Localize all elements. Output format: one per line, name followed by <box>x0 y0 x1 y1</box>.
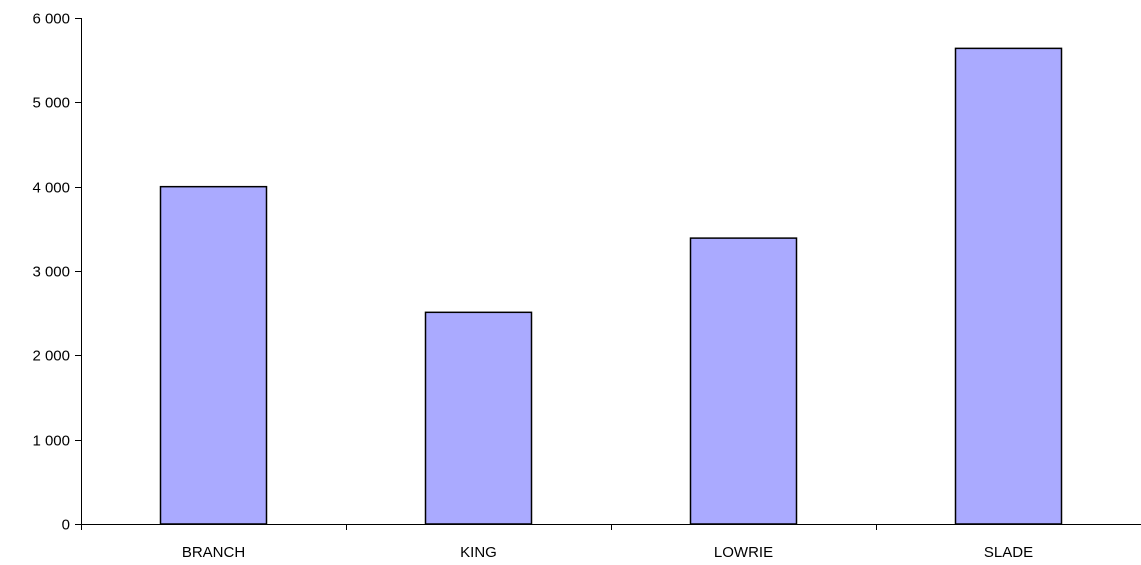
y-tick-label: 3 000 <box>32 264 70 281</box>
x-category-label: KING <box>460 544 497 561</box>
bar-lowrie <box>689 237 798 525</box>
y-tick-label: 5 000 <box>32 95 70 112</box>
y-tick-label: 6 000 <box>32 11 70 28</box>
y-ticks-group: 0 1 000 2 000 3 000 4 000 5 000 6 000 <box>32 11 81 534</box>
bar-branch <box>159 185 268 525</box>
y-tick-label: 4 000 <box>32 180 70 197</box>
x-category-label: BRANCH <box>182 544 245 561</box>
bars-group <box>159 47 1063 525</box>
x-category-label: LOWRIE <box>714 544 773 561</box>
y-tick-label: 2 000 <box>32 348 70 365</box>
bar-king <box>424 311 533 525</box>
x-category-label: SLADE <box>984 544 1033 561</box>
bar-slade <box>954 47 1063 525</box>
x-ticks-group: BRANCH KING LOWRIE SLADE <box>81 524 1033 561</box>
y-tick-label: 1 000 <box>32 433 70 450</box>
y-tick-label: 0 <box>62 517 70 534</box>
